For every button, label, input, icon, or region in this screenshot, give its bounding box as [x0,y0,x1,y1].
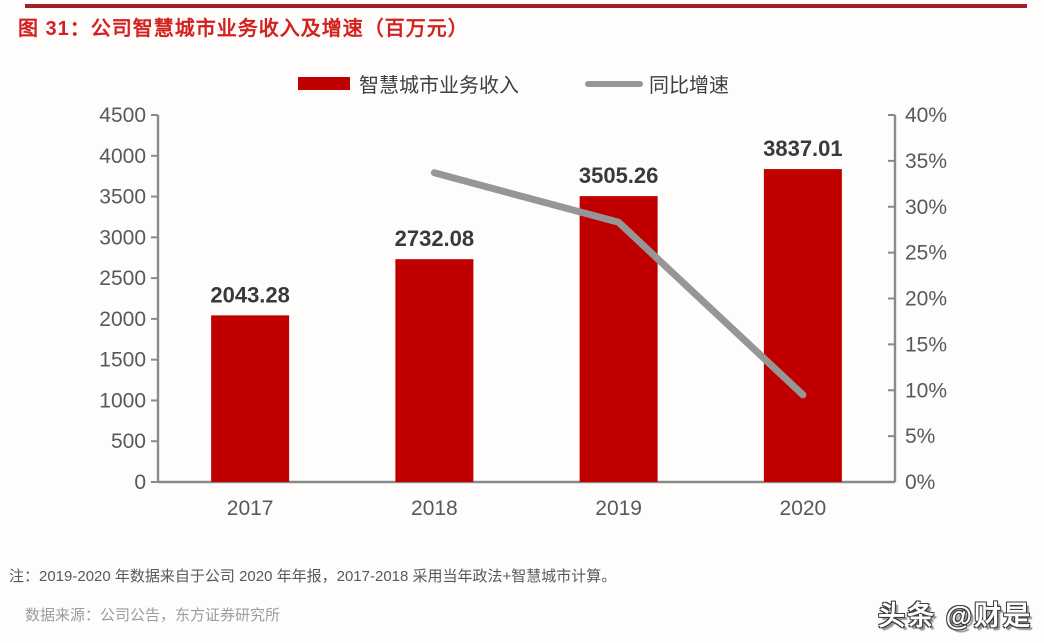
figure-footnote: 注：2019-2020 年数据来自于公司 2020 年年报，2017-2018 … [9,568,617,585]
left-axis-tick-label: 500 [111,430,146,453]
left-axis-tick-label: 3500 [99,186,146,209]
combo-chart-canvas: 0 500 1000 1500 2000 2500 3000 3500 4000 4500 0% 5%… [99,104,947,520]
bar-2017[interactable] [211,315,290,482]
chart-legend: 智慧城市业务收入 同比增速 [298,69,729,98]
right-axis-tick-label: 25% [905,242,947,265]
x-axis-category-label: 2018 [411,497,458,520]
left-axis-tick-label: 1500 [99,349,146,372]
left-axis-tick-label: 4000 [99,145,146,168]
bar-2018[interactable] [395,259,474,482]
x-axis-category-label: 2020 [780,497,827,520]
right-axis-tick-label: 10% [905,379,947,402]
right-axis-tick-label: 40% [905,104,947,127]
bar-value-label: 2732.08 [395,226,475,251]
right-axis-tick-label: 35% [905,150,947,173]
left-axis-tick-label: 0 [134,471,146,494]
legend-item-revenue: 智慧城市业务收入 [359,75,519,97]
top-divider-rule [25,4,1027,8]
legend-item-growth: 同比增速 [649,75,729,97]
watermark-stamp: 头条 @财是 [878,601,1032,631]
x-axis-category-label: 2017 [227,497,274,520]
figure-title: 图 31：公司智慧城市业务收入及增速（百万元） [18,18,469,40]
left-axis-tick-label: 4500 [99,104,146,127]
left-axis-tick-label: 1000 [99,389,146,412]
left-axis-tick-label: 3000 [99,226,146,249]
legend-line-swatch-icon [585,80,643,87]
growth-line-series[interactable] [430,169,807,399]
right-axis-tick-label: 5% [905,425,935,448]
bar-2020[interactable] [763,169,842,483]
left-axis-tick-label: 2000 [99,308,146,331]
bar-value-label: 3837.01 [763,136,843,161]
right-axis-tick-label: 20% [905,288,947,311]
left-axis-tick-label: 2500 [99,267,146,290]
bar-value-label: 3505.26 [579,163,659,188]
bar-value-label: 2043.28 [210,282,290,307]
bar-2019[interactable] [579,196,658,482]
legend-bar-swatch-icon [298,77,350,90]
data-source-line: 数据来源：公司公告，东方证券研究所 [25,607,281,624]
right-axis-tick-label: 15% [905,333,947,356]
right-axis-tick-label: 30% [905,196,947,219]
x-axis-category-label: 2019 [595,497,642,520]
right-axis-tick-label: 0% [905,471,935,494]
